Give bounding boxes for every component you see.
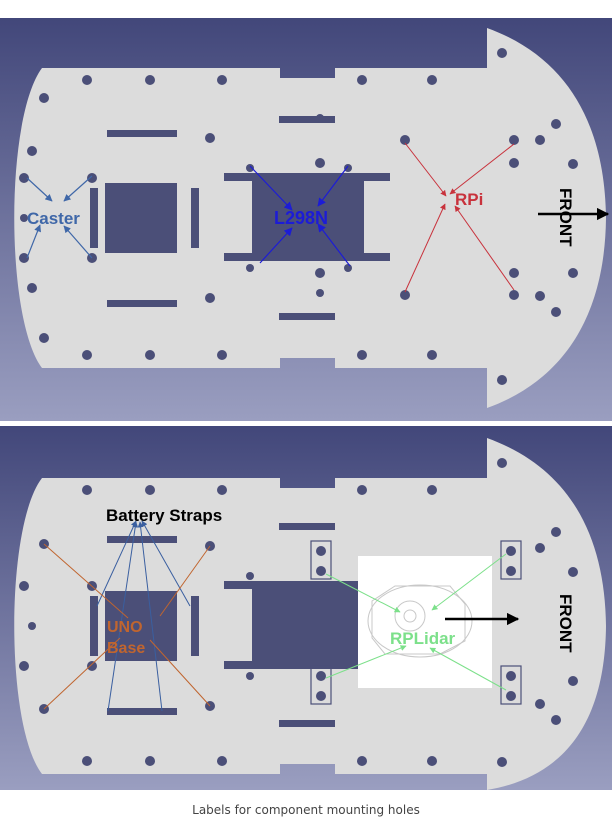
plate-cutouts bbox=[19, 48, 578, 385]
rplidar-label: RPLidar bbox=[390, 629, 456, 648]
top-mounting-diagram: Caster L298N RPi FRONT bbox=[0, 18, 612, 421]
caster-arrows bbox=[26, 175, 93, 259]
caster-label: Caster bbox=[27, 209, 80, 228]
plate-cutouts bbox=[19, 458, 578, 767]
uno-label: UNO bbox=[107, 619, 143, 636]
figure-caption: Labels for component mounting holes bbox=[192, 803, 420, 817]
front-label: FRONT bbox=[556, 594, 575, 653]
battery-straps-label: Battery Straps bbox=[106, 506, 222, 525]
bottom-diagram-svg: Battery Straps UNO Base RPLidar FRONT bbox=[0, 426, 612, 790]
l298n-arrows bbox=[249, 165, 351, 267]
rplidar-arrows bbox=[325, 553, 507, 691]
l298n-label: L298N bbox=[274, 208, 328, 228]
rpi-label: RPi bbox=[455, 190, 483, 209]
rplidar-sketch bbox=[367, 584, 473, 658]
rplidar-image bbox=[358, 556, 492, 688]
rpi-arrows bbox=[404, 142, 515, 293]
uno-lines bbox=[43, 543, 211, 710]
lidar-hole-brackets bbox=[310, 540, 522, 705]
front-label: FRONT bbox=[556, 188, 575, 247]
bottom-mounting-diagram: Battery Straps UNO Base RPLidar FRONT bbox=[0, 426, 612, 790]
lidar-holes bbox=[316, 546, 516, 701]
uno-base-label: Base bbox=[107, 640, 145, 657]
battery-strap-lines bbox=[96, 520, 191, 712]
top-diagram-svg: Caster L298N RPi FRONT bbox=[0, 18, 612, 421]
